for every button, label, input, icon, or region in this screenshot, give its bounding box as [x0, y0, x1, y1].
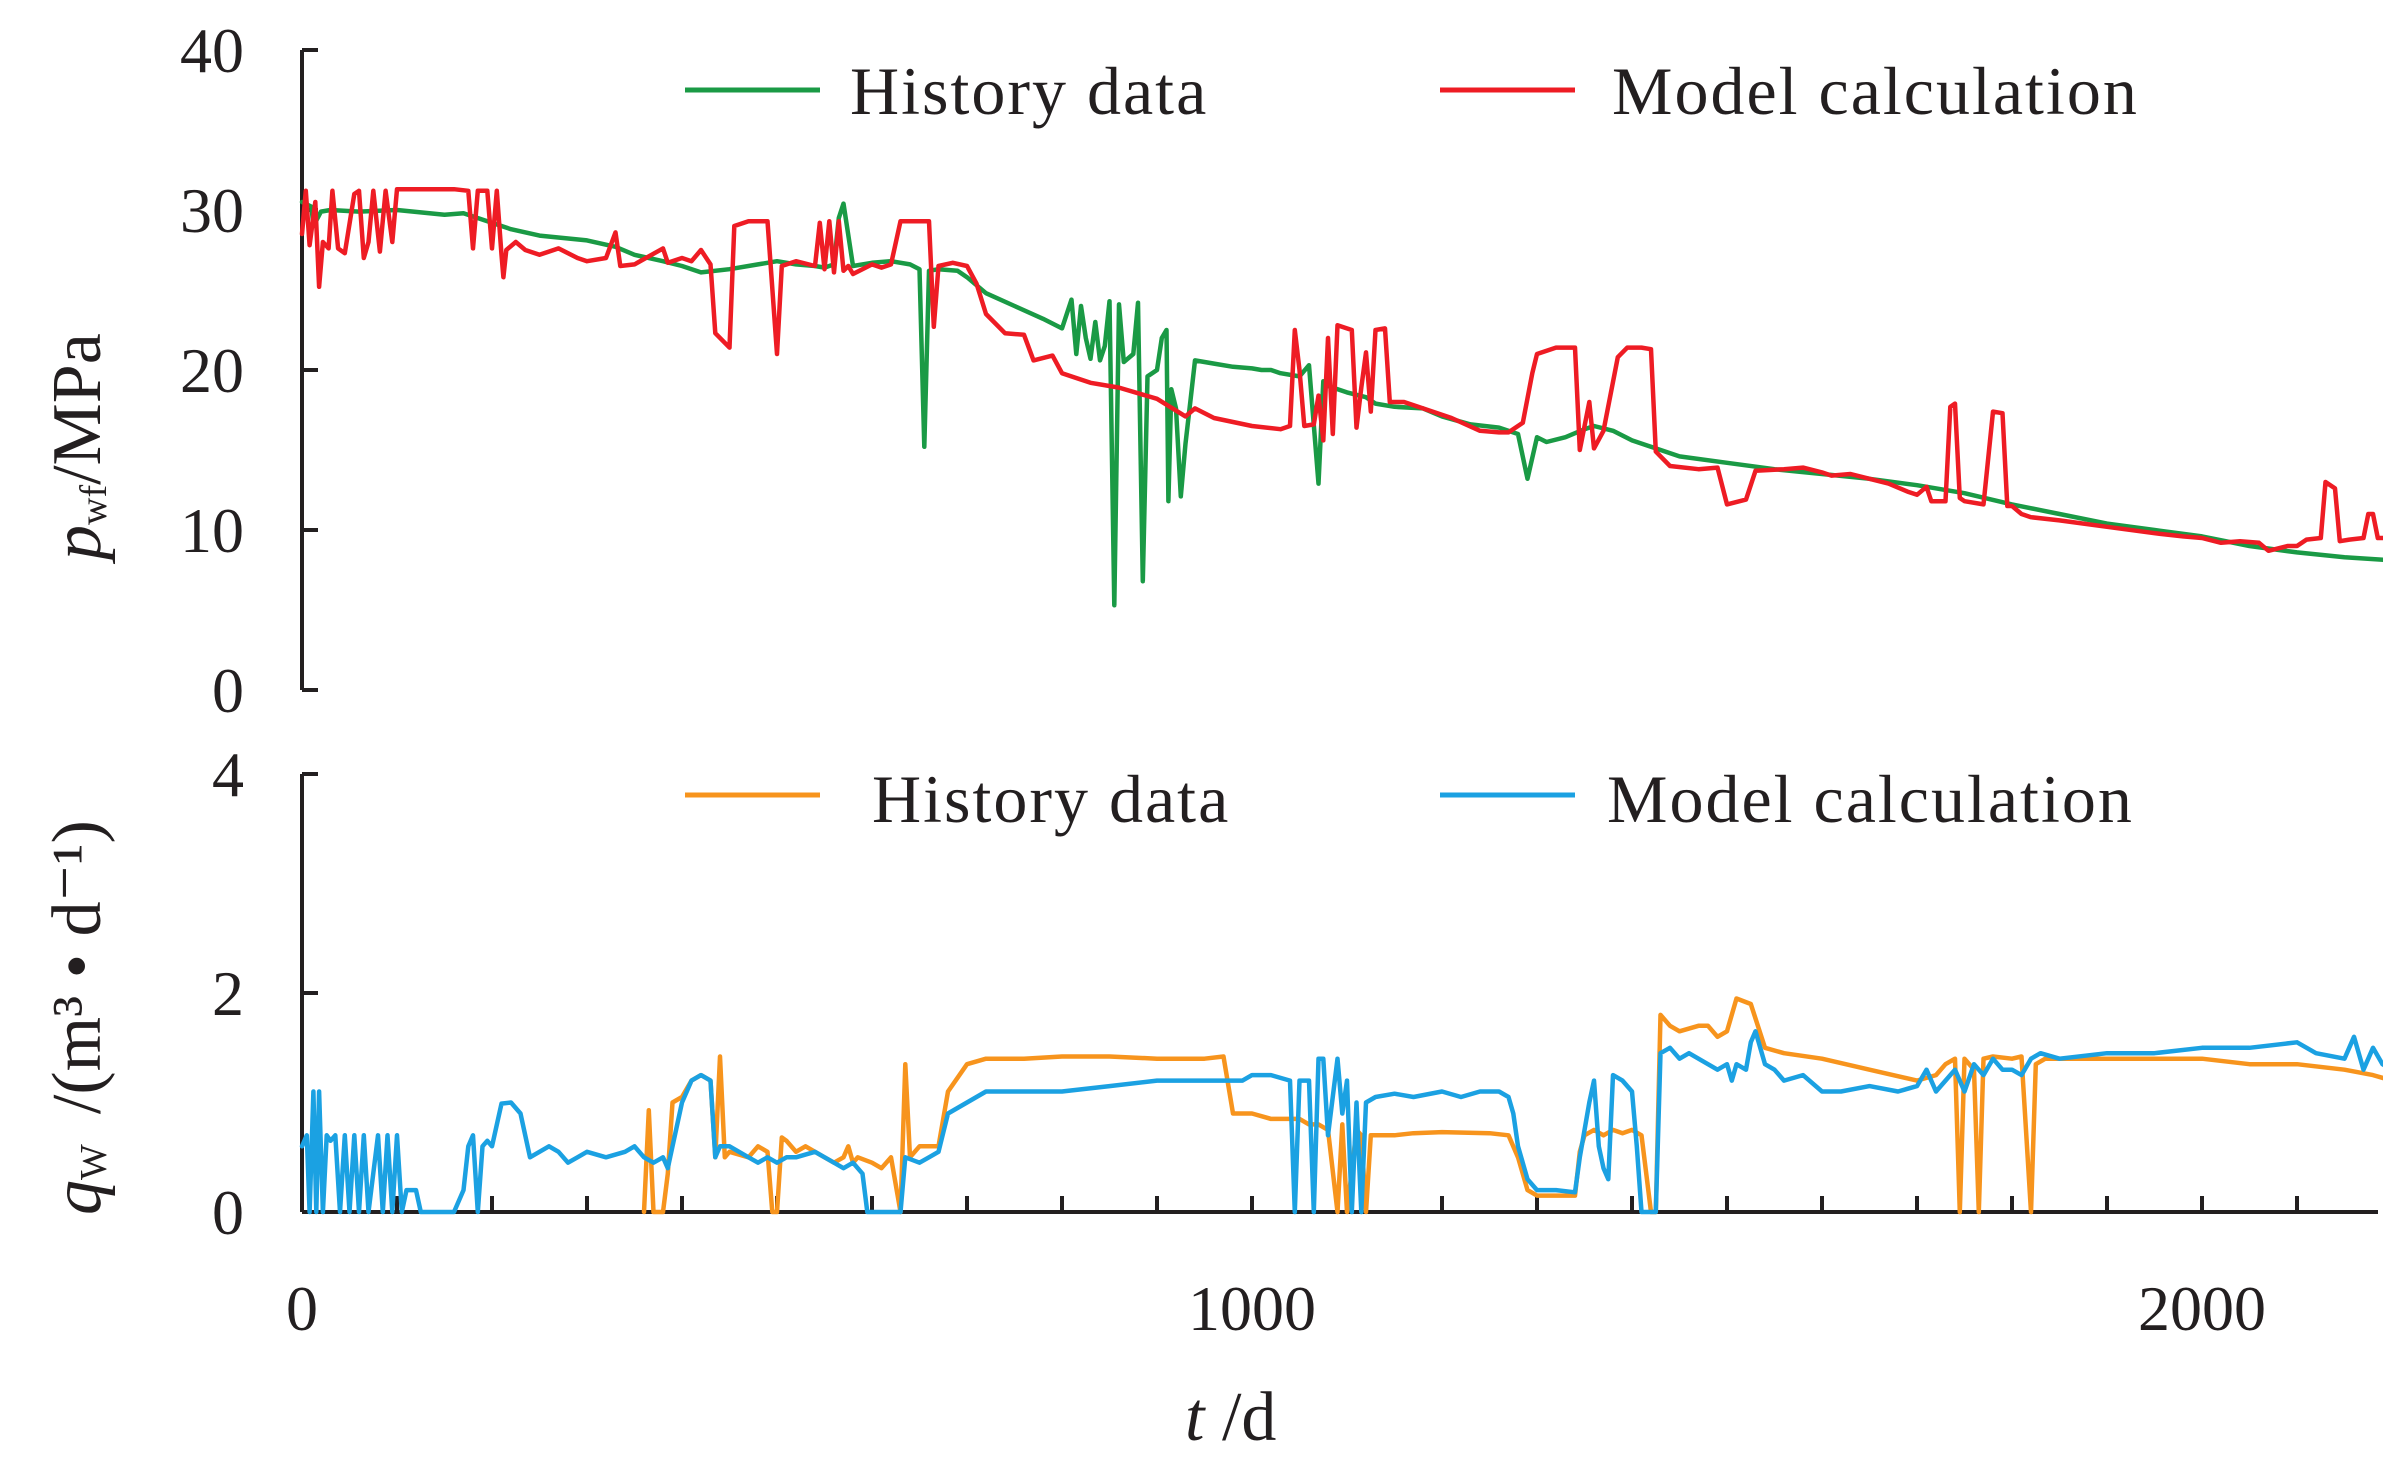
- top-panel: 0 10 20 30 40 pwf/MPa History data Model cal…: [39, 15, 2383, 726]
- top-y-ticks: 0 10 20 30 40: [180, 15, 318, 726]
- bottom-y-tick-label-2: 2: [212, 958, 244, 1029]
- top-y-tick-label-40: 40: [180, 15, 244, 86]
- x-tick-label-1000: 1000: [1188, 1273, 1316, 1344]
- bottom-panel: 0 2 4 0 1000 2000 qW /(m³ • d⁻¹) History data…: [39, 739, 2383, 1456]
- top-series-history-data-line: [299, 199, 2383, 608]
- x-tick-label-0: 0: [286, 1273, 318, 1344]
- bottom-y-label-sub: W: [73, 1144, 115, 1180]
- svg-text:qW/(m³ • d⁻¹): qW /(m³ • d⁻¹): [39, 820, 116, 1215]
- top-legend-label-model: Model calculation: [1612, 53, 2139, 129]
- bottom-legend: History data Model calculation: [685, 761, 2134, 837]
- bottom-y-label-unit: /(m³ • d⁻¹): [39, 820, 116, 1114]
- top-y-tick-label-0: 0: [212, 655, 244, 726]
- x-tick-label-2000: 2000: [2138, 1273, 2266, 1344]
- top-series-model-calculation-line: [299, 186, 2383, 554]
- top-legend: History data Model calculation: [685, 53, 2139, 129]
- x-label-unit: /d: [1204, 1379, 1276, 1456]
- top-y-tick-label-30: 30: [180, 175, 244, 246]
- bottom-legend-label-model: Model calculation: [1607, 761, 2134, 837]
- bottom-x-ticks: 0 1000 2000: [286, 1196, 2299, 1344]
- x-label-var: t: [1185, 1379, 1206, 1456]
- svg-text:pwf/MPa: pwf/MPa: [39, 333, 116, 565]
- top-y-label-sub: wf: [73, 485, 115, 525]
- bottom-y-ticks: 0 2 4: [212, 739, 318, 1248]
- top-series-group: [299, 186, 2383, 608]
- bottom-legend-label-history: History data: [872, 761, 1230, 837]
- top-y-tick-label-20: 20: [180, 335, 244, 406]
- bottom-series-model-calculation-line: [299, 1029, 2383, 1215]
- bottom-y-tick-label-4: 4: [212, 739, 244, 810]
- top-legend-label-history: History data: [850, 53, 1208, 129]
- bottom-y-label-var: q: [39, 1180, 116, 1215]
- top-y-label-unit: /MPa: [39, 333, 116, 485]
- bottom-series-group: [299, 996, 2383, 1215]
- bottom-y-tick-label-0: 0: [212, 1177, 244, 1248]
- bottom-y-axis-label: qW /(m³ • d⁻¹): [39, 820, 116, 1215]
- x-axis-label: t /d: [1185, 1379, 1276, 1456]
- bottom-series-history-data-line: [641, 996, 2383, 1215]
- top-y-axis-label: pwf/MPa: [39, 333, 116, 565]
- top-y-label-var: p: [39, 525, 116, 565]
- top-y-tick-label-10: 10: [180, 495, 244, 566]
